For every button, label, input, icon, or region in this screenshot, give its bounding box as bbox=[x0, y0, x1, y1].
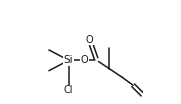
Text: O: O bbox=[86, 35, 93, 45]
Text: Si: Si bbox=[64, 55, 73, 65]
Text: Cl: Cl bbox=[64, 85, 73, 95]
Text: O: O bbox=[80, 55, 88, 65]
